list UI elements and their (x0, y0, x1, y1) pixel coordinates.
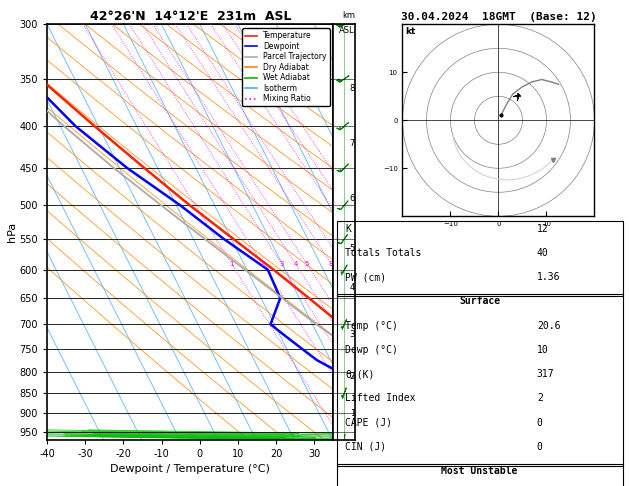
Text: CAPE (J): CAPE (J) (345, 417, 392, 428)
Text: 1: 1 (230, 261, 234, 267)
Text: 4: 4 (293, 261, 298, 267)
Text: Most Unstable: Most Unstable (442, 466, 518, 476)
Text: θₑ(K): θₑ(K) (345, 369, 374, 379)
Text: 2: 2 (537, 393, 543, 403)
Text: 4: 4 (350, 282, 355, 292)
Text: CIN (J): CIN (J) (345, 442, 386, 452)
Bar (337, 464, 623, 486)
Title: 42°26'N  14°12'E  231m  ASL: 42°26'N 14°12'E 231m ASL (89, 10, 291, 23)
Bar (337, 221, 623, 296)
Text: 3: 3 (279, 261, 284, 267)
Text: Totals Totals: Totals Totals (345, 248, 421, 258)
Text: Surface: Surface (459, 296, 500, 306)
Text: 5: 5 (304, 261, 309, 267)
Text: 40: 40 (537, 248, 548, 258)
Text: 8: 8 (350, 85, 355, 93)
Text: 3: 3 (350, 330, 355, 339)
Legend: Temperature, Dewpoint, Parcel Trajectory, Dry Adiabat, Wet Adiabat, Isotherm, Mi: Temperature, Dewpoint, Parcel Trajectory… (242, 28, 330, 106)
Text: 1: 1 (350, 409, 355, 418)
Text: 6: 6 (350, 193, 355, 203)
Text: Temp (°C): Temp (°C) (345, 321, 398, 330)
X-axis label: Dewpoint / Temperature (°C): Dewpoint / Temperature (°C) (110, 465, 270, 474)
Text: kt: kt (405, 27, 415, 35)
Text: 2: 2 (260, 261, 265, 267)
Text: K: K (345, 224, 351, 234)
Text: 10: 10 (537, 345, 548, 355)
Text: 8: 8 (329, 261, 333, 267)
Text: km: km (342, 11, 355, 20)
Bar (337, 294, 623, 466)
Text: Dewp (°C): Dewp (°C) (345, 345, 398, 355)
Text: ASL: ASL (339, 26, 355, 35)
Text: 30.04.2024  18GMT  (Base: 12): 30.04.2024 18GMT (Base: 12) (401, 12, 596, 22)
Y-axis label: hPa: hPa (7, 222, 17, 242)
Text: 20.6: 20.6 (537, 321, 560, 330)
Text: 1.36: 1.36 (537, 272, 560, 282)
Text: Lifted Index: Lifted Index (345, 393, 416, 403)
Text: PW (cm): PW (cm) (345, 272, 386, 282)
Text: 0: 0 (537, 417, 543, 428)
Text: 317: 317 (537, 369, 555, 379)
Text: LCL: LCL (338, 397, 353, 406)
Text: 5: 5 (350, 244, 355, 253)
Text: 7: 7 (350, 139, 355, 148)
Text: 2: 2 (350, 371, 355, 381)
Text: 0: 0 (537, 442, 543, 452)
Text: 12: 12 (537, 224, 548, 234)
